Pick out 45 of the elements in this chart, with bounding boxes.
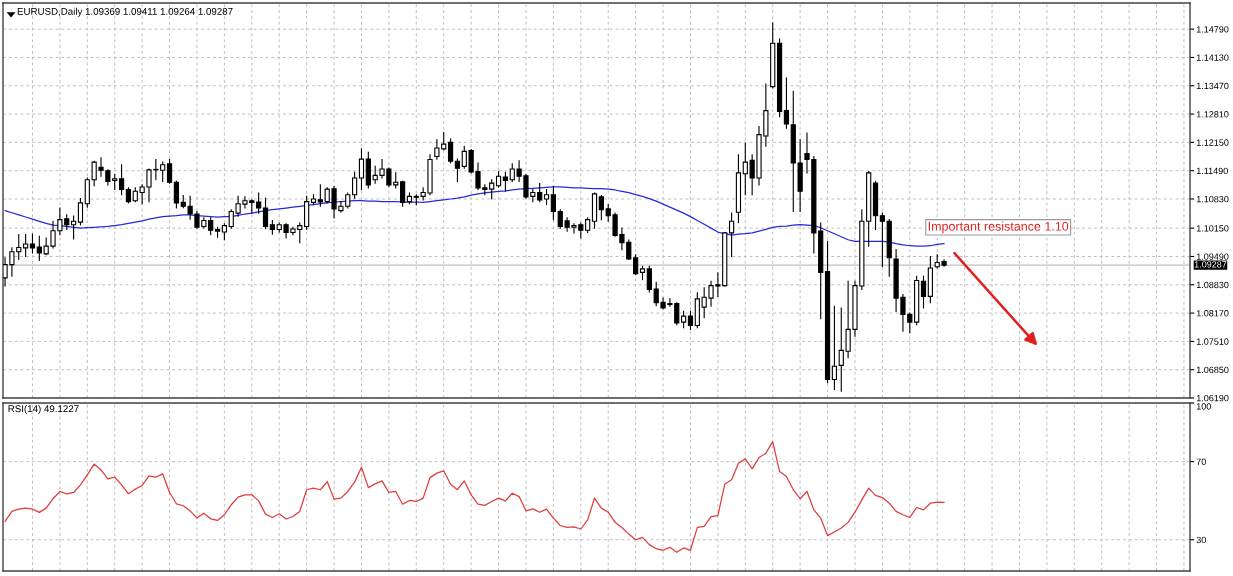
- candlestick: [166, 158, 173, 184]
- y-tick-label: 100: [1196, 403, 1211, 410]
- line-series: [4, 441, 945, 553]
- candlestick: [29, 233, 36, 254]
- y-tick-label: 1.10150: [1196, 225, 1229, 232]
- annotation: Important resistance 1.10: [928, 221, 1069, 234]
- y-tick-label: 70: [1196, 458, 1206, 465]
- candlestick: [23, 234, 29, 258]
- y-tick-label: 1.07510: [1196, 338, 1229, 345]
- y-tick-label: 1.08830: [1196, 281, 1229, 289]
- candlestick: [77, 198, 84, 226]
- candlestick: [173, 180, 180, 209]
- y-tick-label: 1.06850: [1196, 366, 1229, 374]
- y-tick-label: 1.09490: [1196, 253, 1229, 260]
- y-tick-label: 30: [1196, 536, 1206, 544]
- y-tick-label: 1.08170: [1196, 310, 1229, 317]
- y-tick-label: 1.13470: [1196, 82, 1229, 90]
- y-tick-label: 1.14130: [1196, 54, 1229, 61]
- candlestick: [262, 197, 269, 230]
- y-tick-label: 1.10830: [1196, 195, 1229, 203]
- chart-title: EURUSD,Daily 1.09369 1.09411 1.09264 1.09287: [17, 7, 233, 17]
- y-tick-label: 1.12810: [1196, 111, 1229, 118]
- candlestick: [783, 77, 790, 129]
- candlestick: [598, 195, 604, 221]
- candlestick: [454, 158, 461, 182]
- candlestick: [831, 305, 838, 390]
- candlestick: [687, 310, 694, 330]
- chart-title: RSI(14) 49.1227: [8, 405, 79, 415]
- ref-line-label: 1.09287: [1194, 261, 1227, 268]
- candlestick: [550, 186, 556, 221]
- candlestick: [70, 215, 77, 240]
- y-tick-label: 1.12150: [1196, 139, 1229, 146]
- y-tick-label: 1.11490: [1196, 167, 1228, 175]
- candlestick: [118, 164, 125, 196]
- candlestick: [447, 138, 454, 164]
- y-tick-label: 1.14790: [1196, 26, 1229, 33]
- candlestick: [502, 171, 509, 192]
- candlestick: [352, 171, 358, 199]
- candlestick: [633, 254, 639, 276]
- candlestick: [879, 212, 885, 267]
- candlestick: [358, 148, 365, 191]
- y-tick-label: 1.06190: [1196, 394, 1229, 402]
- candlestick: [728, 212, 735, 258]
- candlestick: [399, 180, 406, 207]
- candlestick: [920, 275, 927, 309]
